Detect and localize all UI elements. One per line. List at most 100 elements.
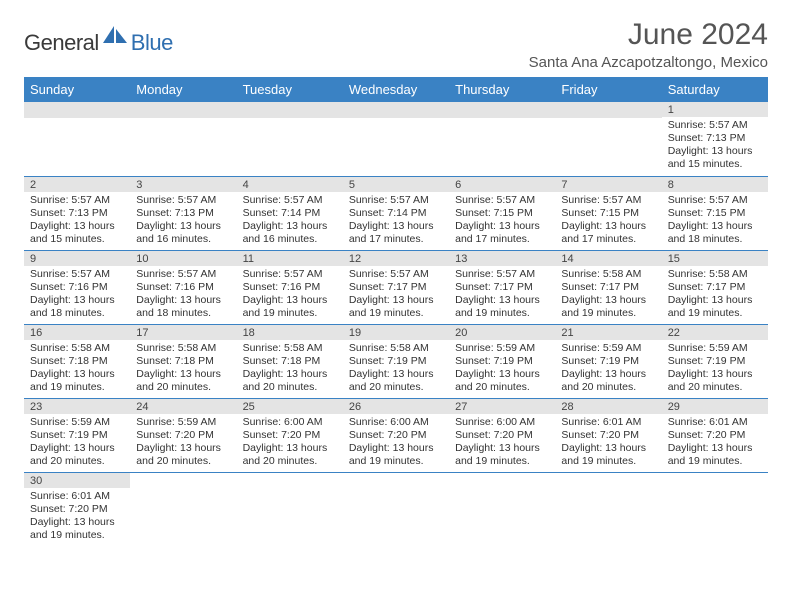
sunrise-text: Sunrise: 5:57 AM	[136, 268, 230, 281]
daylight-line2: and 20 minutes.	[455, 381, 549, 394]
day-details: Sunrise: 5:57 AMSunset: 7:16 PMDaylight:…	[24, 266, 130, 324]
calendar-cell: 29Sunrise: 6:01 AMSunset: 7:20 PMDayligh…	[662, 398, 768, 472]
day-number: 4	[237, 177, 343, 192]
day-details: Sunrise: 5:57 AMSunset: 7:16 PMDaylight:…	[130, 266, 236, 324]
daylight-line2: and 19 minutes.	[455, 307, 549, 320]
day-details: Sunrise: 5:59 AMSunset: 7:20 PMDaylight:…	[130, 414, 236, 472]
calendar-cell	[555, 102, 661, 176]
daylight-line1: Daylight: 13 hours	[455, 220, 549, 233]
daylight-line1: Daylight: 13 hours	[30, 294, 124, 307]
day-details: Sunrise: 5:58 AMSunset: 7:17 PMDaylight:…	[662, 266, 768, 324]
day-details: Sunrise: 5:59 AMSunset: 7:19 PMDaylight:…	[449, 340, 555, 398]
calendar-row: 23Sunrise: 5:59 AMSunset: 7:19 PMDayligh…	[24, 398, 768, 472]
weekday-saturday: Saturday	[662, 77, 768, 102]
daylight-line1: Daylight: 13 hours	[136, 220, 230, 233]
calendar-cell: 8Sunrise: 5:57 AMSunset: 7:15 PMDaylight…	[662, 176, 768, 250]
sunrise-text: Sunrise: 5:57 AM	[455, 194, 549, 207]
day-number: 18	[237, 325, 343, 340]
day-details: Sunrise: 5:57 AMSunset: 7:15 PMDaylight:…	[449, 192, 555, 250]
sunset-text: Sunset: 7:17 PM	[455, 281, 549, 294]
day-number: 6	[449, 177, 555, 192]
empty-day-bar	[237, 102, 343, 118]
daylight-line1: Daylight: 13 hours	[668, 368, 762, 381]
day-details: Sunrise: 5:57 AMSunset: 7:14 PMDaylight:…	[343, 192, 449, 250]
sunrise-text: Sunrise: 6:00 AM	[349, 416, 443, 429]
calendar-row: 2Sunrise: 5:57 AMSunset: 7:13 PMDaylight…	[24, 176, 768, 250]
sunset-text: Sunset: 7:19 PM	[30, 429, 124, 442]
calendar-cell: 13Sunrise: 5:57 AMSunset: 7:17 PMDayligh…	[449, 250, 555, 324]
weekday-friday: Friday	[555, 77, 661, 102]
daylight-line2: and 17 minutes.	[561, 233, 655, 246]
daylight-line1: Daylight: 13 hours	[668, 145, 762, 158]
day-details: Sunrise: 5:57 AMSunset: 7:13 PMDaylight:…	[24, 192, 130, 250]
calendar-cell: 10Sunrise: 5:57 AMSunset: 7:16 PMDayligh…	[130, 250, 236, 324]
empty-day-bar	[24, 102, 130, 118]
daylight-line1: Daylight: 13 hours	[136, 442, 230, 455]
calendar-row: 9Sunrise: 5:57 AMSunset: 7:16 PMDaylight…	[24, 250, 768, 324]
daylight-line2: and 19 minutes.	[668, 455, 762, 468]
day-details: Sunrise: 6:00 AMSunset: 7:20 PMDaylight:…	[343, 414, 449, 472]
daylight-line1: Daylight: 13 hours	[243, 442, 337, 455]
calendar-row: 1Sunrise: 5:57 AMSunset: 7:13 PMDaylight…	[24, 102, 768, 176]
day-number: 15	[662, 251, 768, 266]
sunset-text: Sunset: 7:19 PM	[668, 355, 762, 368]
sunrise-text: Sunrise: 5:57 AM	[30, 268, 124, 281]
daylight-line1: Daylight: 13 hours	[243, 220, 337, 233]
day-details: Sunrise: 6:01 AMSunset: 7:20 PMDaylight:…	[662, 414, 768, 472]
calendar-cell: 14Sunrise: 5:58 AMSunset: 7:17 PMDayligh…	[555, 250, 661, 324]
daylight-line1: Daylight: 13 hours	[30, 220, 124, 233]
sunrise-text: Sunrise: 5:59 AM	[30, 416, 124, 429]
day-number: 11	[237, 251, 343, 266]
sunset-text: Sunset: 7:13 PM	[136, 207, 230, 220]
calendar-cell: 11Sunrise: 5:57 AMSunset: 7:16 PMDayligh…	[237, 250, 343, 324]
daylight-line1: Daylight: 13 hours	[136, 294, 230, 307]
calendar-body: 1Sunrise: 5:57 AMSunset: 7:13 PMDaylight…	[24, 102, 768, 546]
sunset-text: Sunset: 7:14 PM	[349, 207, 443, 220]
sunrise-text: Sunrise: 5:57 AM	[349, 194, 443, 207]
day-number: 12	[343, 251, 449, 266]
sunrise-text: Sunrise: 5:58 AM	[243, 342, 337, 355]
calendar-cell: 3Sunrise: 5:57 AMSunset: 7:13 PMDaylight…	[130, 176, 236, 250]
calendar-cell: 5Sunrise: 5:57 AMSunset: 7:14 PMDaylight…	[343, 176, 449, 250]
daylight-line1: Daylight: 13 hours	[668, 294, 762, 307]
calendar-cell	[130, 102, 236, 176]
daylight-line1: Daylight: 13 hours	[561, 220, 655, 233]
sunrise-text: Sunrise: 5:57 AM	[668, 194, 762, 207]
month-title: June 2024	[529, 18, 768, 52]
day-details: Sunrise: 5:57 AMSunset: 7:13 PMDaylight:…	[130, 192, 236, 250]
calendar-cell: 4Sunrise: 5:57 AMSunset: 7:14 PMDaylight…	[237, 176, 343, 250]
day-details: Sunrise: 5:57 AMSunset: 7:15 PMDaylight:…	[662, 192, 768, 250]
day-details: Sunrise: 5:58 AMSunset: 7:18 PMDaylight:…	[130, 340, 236, 398]
sunrise-text: Sunrise: 5:59 AM	[668, 342, 762, 355]
day-number: 30	[24, 473, 130, 488]
day-details: Sunrise: 5:57 AMSunset: 7:17 PMDaylight:…	[343, 266, 449, 324]
sunset-text: Sunset: 7:16 PM	[136, 281, 230, 294]
sunset-text: Sunset: 7:17 PM	[668, 281, 762, 294]
sunrise-text: Sunrise: 5:57 AM	[30, 194, 124, 207]
daylight-line1: Daylight: 13 hours	[455, 294, 549, 307]
day-number: 24	[130, 399, 236, 414]
daylight-line2: and 20 minutes.	[136, 381, 230, 394]
calendar-cell	[237, 102, 343, 176]
sunset-text: Sunset: 7:20 PM	[136, 429, 230, 442]
sunset-text: Sunset: 7:18 PM	[136, 355, 230, 368]
day-number: 5	[343, 177, 449, 192]
calendar-cell	[449, 472, 555, 546]
calendar-cell: 25Sunrise: 6:00 AMSunset: 7:20 PMDayligh…	[237, 398, 343, 472]
daylight-line2: and 17 minutes.	[455, 233, 549, 246]
sunset-text: Sunset: 7:17 PM	[561, 281, 655, 294]
day-number: 27	[449, 399, 555, 414]
calendar-row: 30Sunrise: 6:01 AMSunset: 7:20 PMDayligh…	[24, 472, 768, 546]
weekday-tuesday: Tuesday	[237, 77, 343, 102]
weekday-header-row: Sunday Monday Tuesday Wednesday Thursday…	[24, 77, 768, 102]
sunset-text: Sunset: 7:15 PM	[561, 207, 655, 220]
daylight-line2: and 15 minutes.	[30, 233, 124, 246]
daylight-line2: and 15 minutes.	[668, 158, 762, 171]
calendar-cell: 12Sunrise: 5:57 AMSunset: 7:17 PMDayligh…	[343, 250, 449, 324]
sunset-text: Sunset: 7:20 PM	[349, 429, 443, 442]
calendar-row: 16Sunrise: 5:58 AMSunset: 7:18 PMDayligh…	[24, 324, 768, 398]
daylight-line2: and 16 minutes.	[136, 233, 230, 246]
sunset-text: Sunset: 7:15 PM	[668, 207, 762, 220]
calendar-cell	[449, 102, 555, 176]
empty-day-bar	[130, 102, 236, 118]
